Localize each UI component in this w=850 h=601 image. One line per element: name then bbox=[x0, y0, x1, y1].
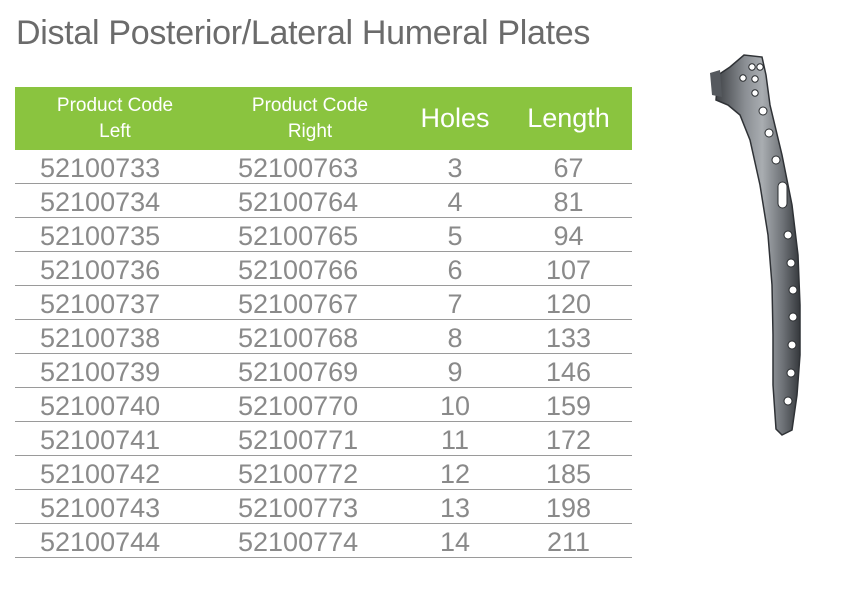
cell-product-code-right: 52100773 bbox=[238, 492, 359, 523]
cell-product-code-left: 52100735 bbox=[40, 220, 161, 251]
header-holes: Holes bbox=[420, 103, 490, 133]
table-row: 52100734 52100764 4 81 bbox=[15, 184, 632, 218]
table-row: 52100736 52100766 6 107 bbox=[15, 252, 632, 286]
table-row: 52100733 52100763 3 67 bbox=[15, 150, 632, 184]
cell-holes: 8 bbox=[447, 322, 463, 353]
table-row: 52100743 52100773 13 198 bbox=[15, 490, 632, 524]
table-row: 52100741 52100771 11 172 bbox=[15, 422, 632, 456]
cell-length: 198 bbox=[545, 492, 592, 523]
table-row: 52100742 52100772 12 185 bbox=[15, 456, 632, 490]
cell-holes: 3 bbox=[447, 152, 463, 183]
plate-hole bbox=[786, 258, 796, 268]
page-title: Distal Posterior/Lateral Humeral Plates bbox=[16, 14, 591, 52]
table-row: 52100738 52100768 8 133 bbox=[15, 320, 632, 354]
cell-length: 211 bbox=[546, 526, 591, 557]
cell-holes: 14 bbox=[439, 526, 471, 557]
cell-product-code-right: 52100770 bbox=[238, 390, 359, 421]
table-row: 52100739 52100769 9 146 bbox=[15, 354, 632, 388]
cell-product-code-right: 52100764 bbox=[238, 186, 359, 217]
plate-hole bbox=[783, 230, 793, 240]
cell-holes: 11 bbox=[440, 424, 470, 455]
plate-slot bbox=[777, 181, 788, 209]
humeral-plate-image bbox=[710, 54, 801, 436]
cell-holes: 12 bbox=[439, 458, 471, 489]
cell-length: 172 bbox=[545, 424, 592, 455]
cell-product-code-left: 52100737 bbox=[40, 288, 161, 319]
plate-hole bbox=[751, 89, 759, 97]
plate-hole bbox=[739, 74, 747, 82]
cell-product-code-right: 52100765 bbox=[238, 220, 359, 251]
cell-product-code-left: 52100738 bbox=[40, 322, 161, 353]
cell-product-code-right: 52100763 bbox=[238, 152, 359, 183]
header-length: Length bbox=[527, 103, 610, 133]
plate-hole bbox=[787, 340, 797, 350]
cell-holes: 9 bbox=[447, 356, 463, 387]
table-body: 52100733 52100763 3 67 52100734 52100764 4 81 52… bbox=[15, 150, 632, 558]
table-row: 52100737 52100767 7 120 bbox=[15, 286, 632, 320]
cell-length: 107 bbox=[545, 254, 592, 285]
cell-length: 159 bbox=[545, 390, 592, 421]
header-product-code-left-line1: Product Code bbox=[56, 94, 174, 116]
plate-hole bbox=[748, 63, 756, 71]
plate-hole bbox=[758, 106, 768, 116]
header-product-code-right-line2: Right bbox=[287, 120, 333, 142]
cell-holes: 4 bbox=[447, 186, 463, 217]
cell-product-code-right: 52100766 bbox=[238, 254, 359, 285]
cell-product-code-left: 52100741 bbox=[40, 424, 161, 455]
cell-length: 94 bbox=[553, 220, 584, 251]
plate-hole bbox=[751, 75, 759, 83]
cell-product-code-left: 52100733 bbox=[40, 152, 161, 183]
plate-body bbox=[715, 54, 801, 436]
cell-product-code-right: 52100767 bbox=[238, 288, 359, 319]
cell-product-code-right: 52100768 bbox=[238, 322, 359, 353]
cell-product-code-right: 52100774 bbox=[238, 526, 359, 557]
cell-length: 67 bbox=[553, 152, 584, 183]
cell-product-code-left: 52100736 bbox=[40, 254, 161, 285]
table-row: 52100740 52100770 10 159 bbox=[15, 388, 632, 422]
cell-product-code-right: 52100772 bbox=[238, 458, 359, 489]
cell-product-code-left: 52100739 bbox=[40, 356, 161, 387]
plate-hole bbox=[786, 368, 796, 378]
plate-hole bbox=[783, 396, 793, 406]
cell-product-code-left: 52100744 bbox=[40, 526, 161, 557]
cell-product-code-right: 52100771 bbox=[238, 424, 359, 455]
plate-hole bbox=[788, 285, 798, 295]
cell-product-code-left: 52100740 bbox=[40, 390, 161, 421]
cell-length: 133 bbox=[545, 322, 592, 353]
plate-hole bbox=[756, 63, 764, 71]
table-row: 52100735 52100765 5 94 bbox=[15, 218, 632, 252]
table-row: 52100744 52100774 14 211 bbox=[15, 524, 632, 558]
header-product-code-right: Product Code Right bbox=[215, 93, 405, 145]
cell-holes: 13 bbox=[439, 492, 471, 523]
cell-holes: 5 bbox=[447, 220, 463, 251]
cell-holes: 7 bbox=[447, 288, 463, 319]
table-header: Product Code Left Product Code Right Hol… bbox=[15, 87, 632, 150]
product-table: Product Code Left Product Code Right Hol… bbox=[15, 87, 632, 558]
plate-hole bbox=[771, 155, 781, 165]
plate-tab bbox=[710, 70, 722, 97]
cell-length: 81 bbox=[553, 186, 584, 217]
header-product-code-left: Product Code Left bbox=[15, 93, 215, 145]
cell-product-code-left: 52100742 bbox=[40, 458, 161, 489]
cell-holes: 10 bbox=[439, 390, 471, 421]
cell-holes: 6 bbox=[447, 254, 463, 285]
cell-length: 185 bbox=[545, 458, 592, 489]
header-product-code-right-line1: Product Code bbox=[251, 94, 369, 116]
cell-length: 146 bbox=[545, 356, 592, 387]
cell-length: 120 bbox=[545, 288, 592, 319]
header-product-code-left-line2: Left bbox=[99, 120, 131, 142]
cell-product-code-right: 52100769 bbox=[238, 356, 359, 387]
cell-product-code-left: 52100734 bbox=[40, 186, 161, 217]
cell-product-code-left: 52100743 bbox=[40, 492, 161, 523]
plate-hole bbox=[788, 312, 798, 322]
plate-hole bbox=[764, 128, 774, 138]
